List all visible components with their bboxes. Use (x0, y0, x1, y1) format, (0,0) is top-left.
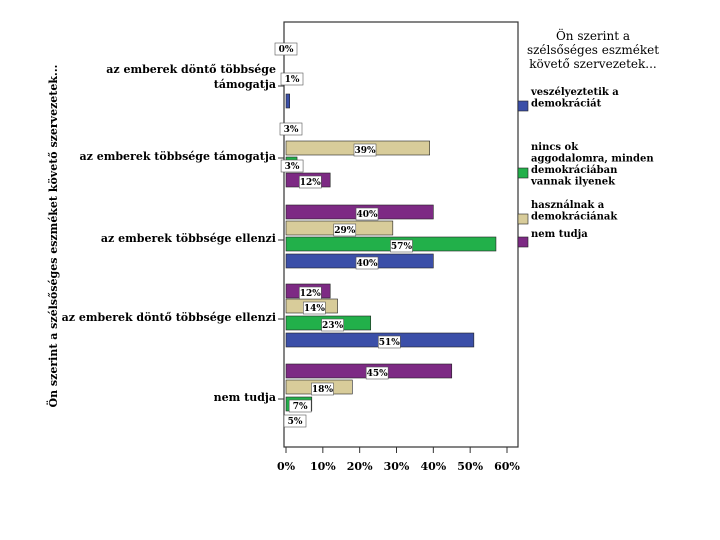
legend-title-2: szélsőséges eszméket (527, 43, 659, 57)
data-label-box-4-2 (321, 318, 344, 332)
x-tick-label-4: 30% (384, 460, 410, 473)
legend-label-2-3: demokráciában (531, 165, 618, 176)
data-label-5-2: 7% (293, 402, 308, 412)
x-tick-label-5: 40% (420, 460, 446, 473)
category-label-3-1: az emberek többsége ellenzi (101, 232, 276, 245)
data-label-box-5-4 (365, 366, 389, 380)
category-label-5-1: nem tudja (214, 391, 276, 404)
legend-swatch-3 (517, 213, 529, 225)
data-label-3-3: 29% (334, 226, 356, 236)
legend-title-1: Ön szerint a (556, 27, 630, 43)
category-label-1-2: támogatja (214, 78, 276, 91)
extra-label-2: 3% (284, 125, 299, 135)
legend-label-3-2: demokráciának (531, 212, 618, 223)
x-tick-label-2: 10% (310, 460, 336, 473)
extra-label-box-3 (283, 414, 307, 428)
data-label-box-2-4 (299, 175, 322, 189)
extra-label-box-1 (274, 42, 298, 56)
legend-label-2-2: aggodalomra, minden (531, 154, 654, 165)
legend-label-2-1: nincs ok (531, 142, 579, 153)
data-label-box-5-3 (311, 382, 334, 396)
x-tick-label-1: 0% (277, 460, 296, 473)
legend-title-3: követő szervezetek... (529, 57, 657, 71)
data-label-box-3-4 (355, 207, 379, 221)
data-label-box-2-3 (353, 143, 377, 157)
extra-label-1: 0% (279, 45, 294, 55)
category-label-4-1: az emberek döntő többsége ellenzi (62, 311, 276, 324)
data-label-2-4: 12% (300, 178, 322, 188)
data-label-4-2: 23% (322, 321, 344, 331)
data-label-3-1: 40% (356, 259, 378, 269)
y-axis-title: Ön szerint a szélsőséges eszméket követő… (46, 65, 60, 408)
data-label-3-4: 40% (356, 210, 378, 220)
data-label-2-2: 3% (285, 162, 300, 172)
data-label-5-4: 45% (367, 369, 389, 379)
data-label-1-1: 1% (285, 75, 300, 85)
data-label-3-2: 57% (391, 242, 413, 252)
data-label-box-3-1 (355, 256, 379, 270)
data-label-box-5-2 (288, 399, 312, 413)
legend-swatch-2 (517, 167, 529, 179)
data-label-2-3: 39% (354, 146, 376, 156)
legend-label-4-1: nem tudja (531, 229, 588, 240)
category-label-2-1: az emberek többsége támogatja (80, 150, 276, 163)
data-label-box-4-1 (378, 335, 401, 349)
data-label-box-2-2 (280, 159, 304, 173)
data-label-4-4: 12% (300, 289, 322, 299)
legend-swatch-1 (517, 100, 529, 112)
extra-label-box-2 (279, 122, 303, 136)
data-label-box-3-3 (333, 223, 357, 237)
data-label-4-1: 51% (379, 338, 401, 348)
bar-1-1 (285, 93, 290, 109)
legend-label-1-1: veszélyeztetik a (530, 87, 619, 98)
data-label-box-3-2 (390, 239, 413, 253)
data-label-box-1-1 (280, 72, 304, 86)
data-label-4-3: 14% (304, 304, 326, 314)
data-label-box-4-3 (303, 301, 326, 315)
legend-label-2-4: vannak ilyenek (530, 177, 616, 188)
legend-label-1-2: demokráciát (531, 99, 602, 110)
data-label-5-3: 18% (312, 385, 334, 395)
x-tick-label-3: 20% (347, 460, 373, 473)
x-tick-label-6: 50% (457, 460, 483, 473)
legend-label-3-1: használnak a (531, 200, 605, 211)
x-tick-label-7: 60% (494, 460, 520, 473)
data-label-box-4-4 (299, 286, 322, 300)
category-label-1-1: az emberek döntő többsége (106, 63, 276, 76)
legend-swatch-4 (517, 236, 529, 248)
extra-label-3: 5% (288, 417, 303, 427)
